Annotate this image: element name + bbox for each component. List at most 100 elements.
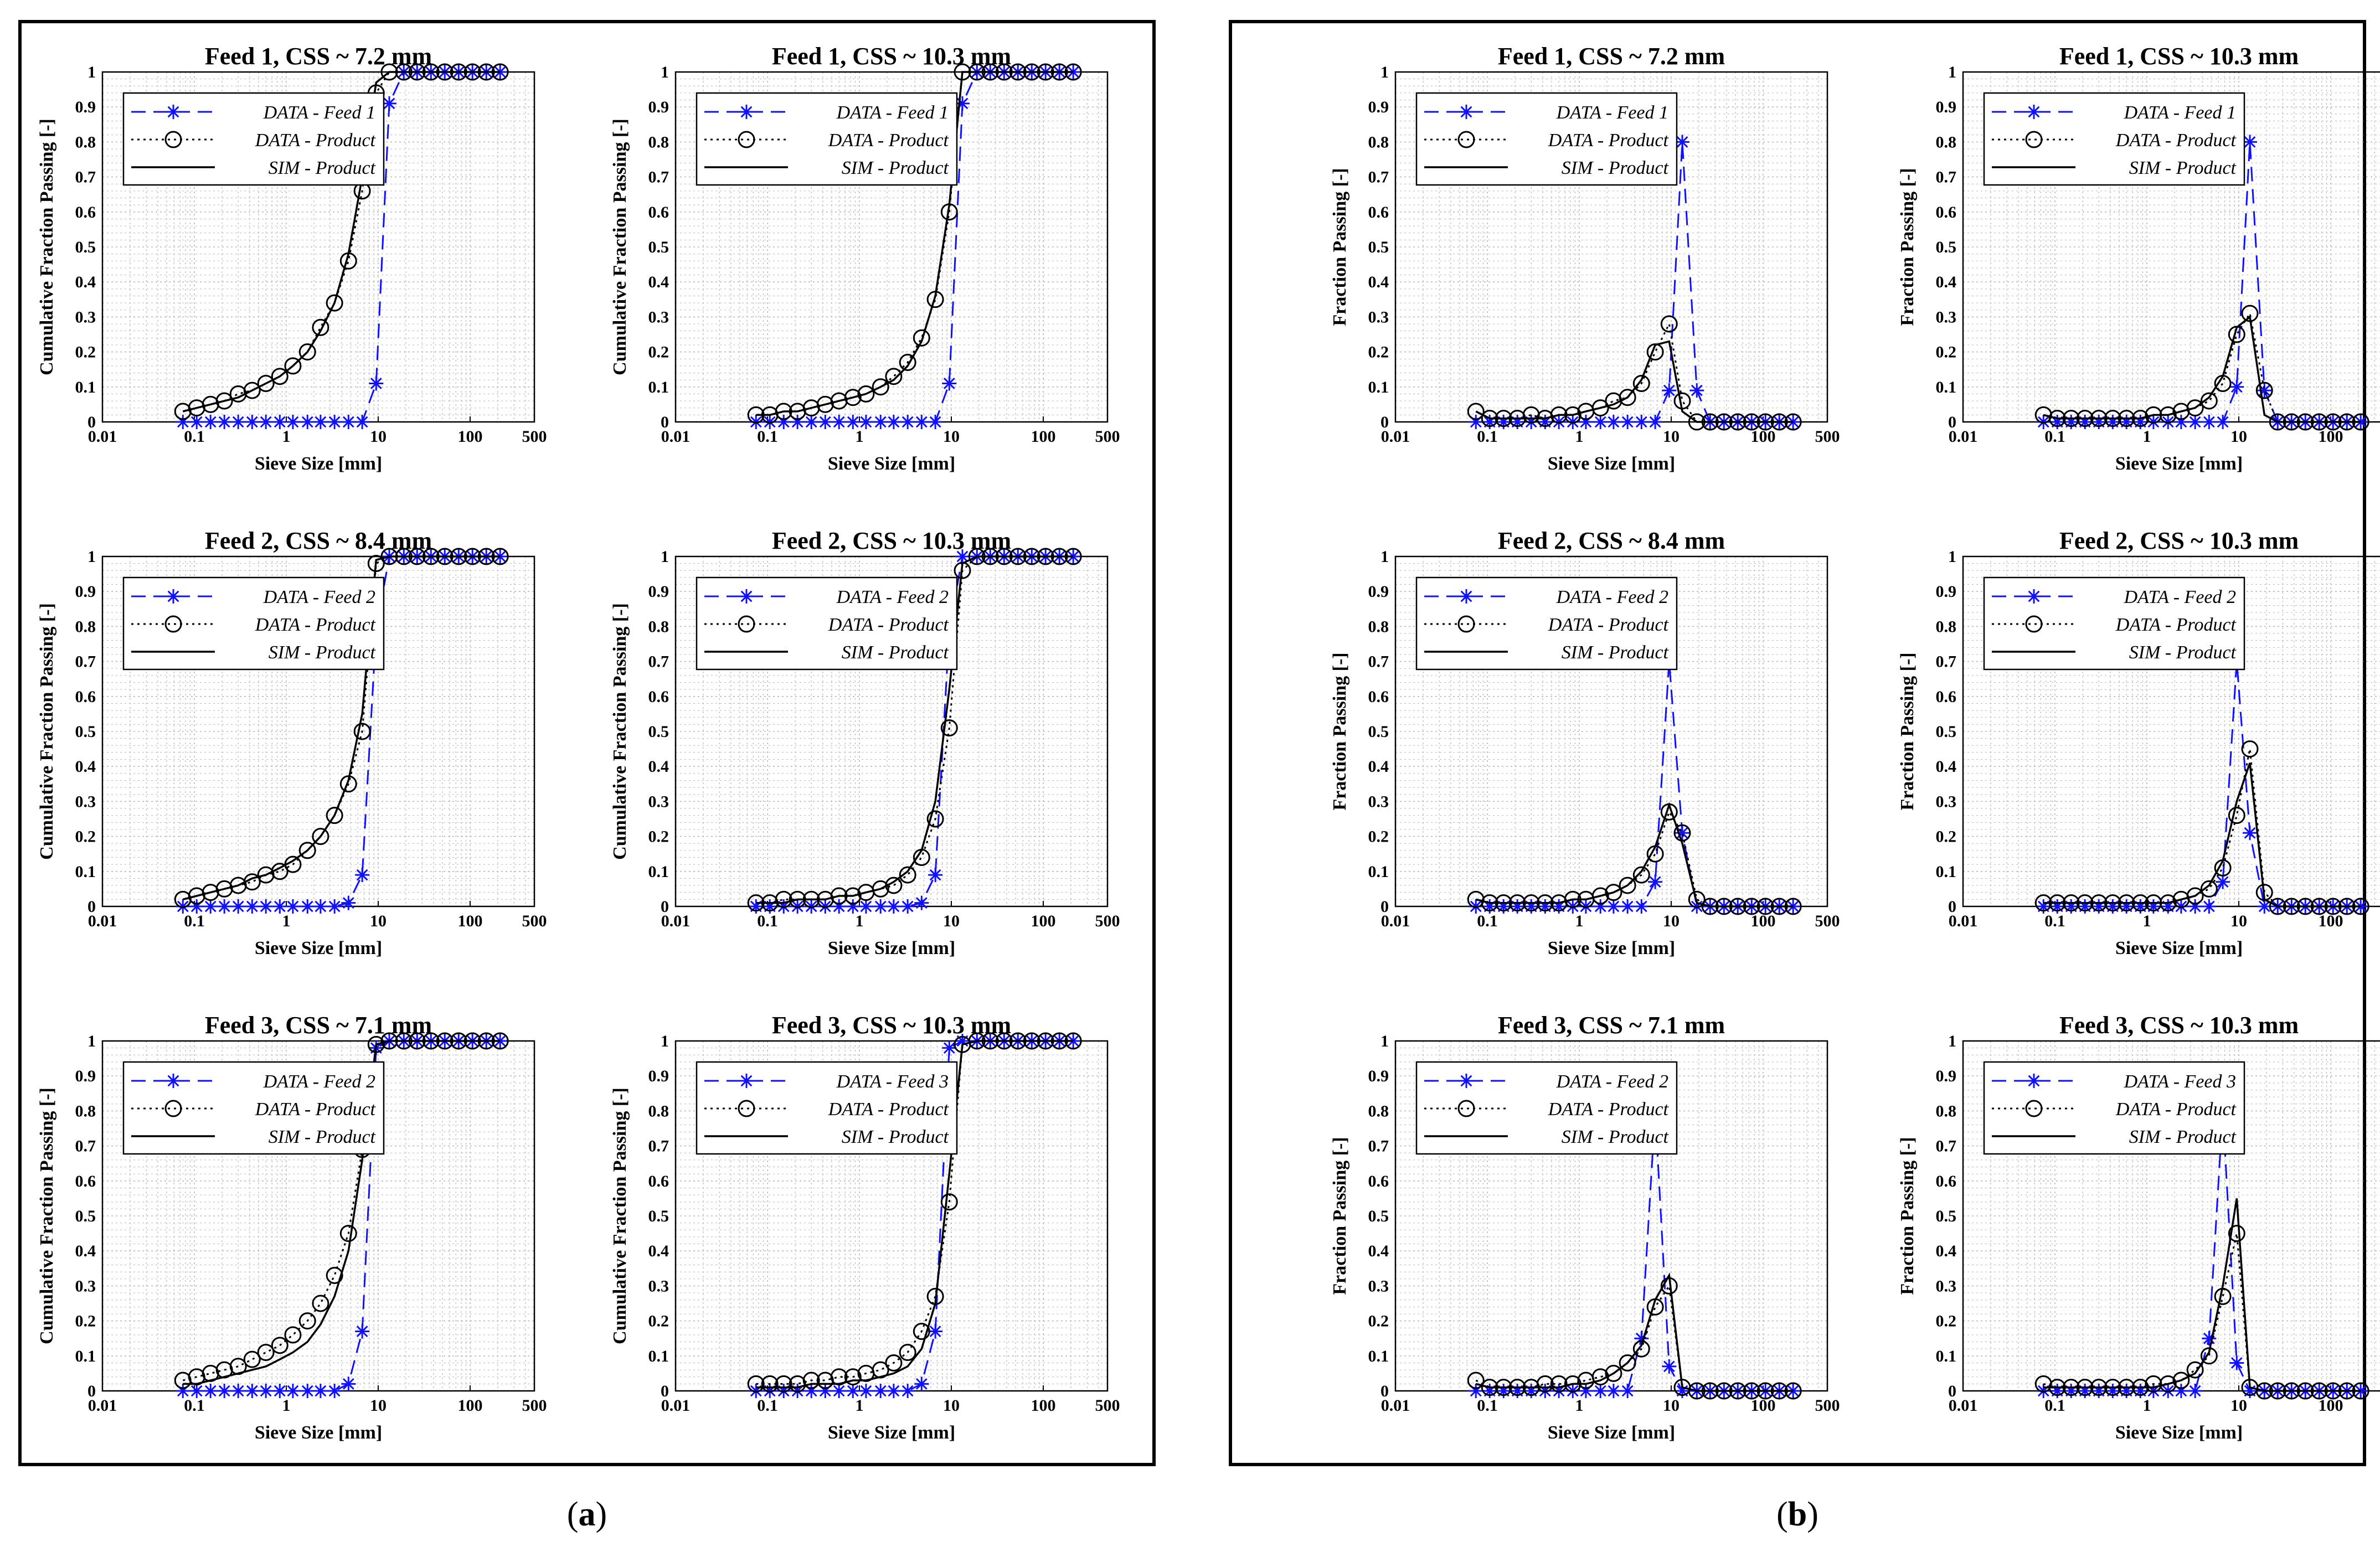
series-2-point (802, 1372, 820, 1389)
y-axis-label: Cumulative Fraction Passing [-] (37, 118, 57, 375)
chart-title: Feed 1, CSS ~ 10.3 mm (772, 43, 1011, 70)
legend-entry: DATA - Product (828, 615, 950, 635)
series-1-point (1620, 899, 1635, 914)
y-tick-label: 0.6 (1936, 1172, 1957, 1190)
x-tick-label: 10 (943, 912, 960, 930)
x-axis-label: Sieve Size [mm] (1548, 453, 1675, 474)
series-2-point (243, 381, 261, 399)
series-3 (182, 555, 501, 901)
series-1-point (300, 899, 315, 914)
x-tick-label: 0.01 (1381, 427, 1410, 446)
series-1-point (2188, 1384, 2203, 1398)
legend: DATA - Feed 1 DATA - Product SIM - Product (122, 92, 385, 186)
series-1-point (955, 549, 970, 564)
series-2-point (1467, 1372, 1485, 1389)
series-3 (2043, 315, 2361, 423)
legend-entry: DATA - Feed 1 (2124, 102, 2236, 123)
series-1-point (1648, 874, 1663, 889)
x-tick-label: 0.01 (1949, 427, 1978, 446)
series-1-point (369, 376, 384, 391)
x-tick-label: 500 (1095, 912, 1120, 930)
y-tick-label: 0.4 (75, 273, 96, 291)
x-tick-label: 500 (522, 1396, 547, 1415)
y-tick-label: 0.7 (1368, 168, 1389, 187)
x-tick-label: 1 (282, 912, 290, 930)
series-2-point (2200, 880, 2218, 898)
series-1-point (203, 899, 218, 914)
x-tick-label: 10 (370, 912, 387, 930)
x-tick-label: 100 (457, 912, 482, 930)
legend-swatch-marker (2027, 105, 2041, 119)
legend-entry: DATA - Feed 2 (263, 1071, 375, 1092)
y-tick-label: 1 (1948, 548, 1956, 566)
chart-title: Feed 3, CSS ~ 10.3 mm (772, 1012, 1011, 1039)
series-3 (182, 71, 501, 413)
y-tick-label: 0.4 (648, 273, 669, 291)
series-1-point (886, 415, 901, 429)
y-tick-label: 0.1 (75, 378, 96, 396)
x-tick-label: 10 (2230, 1396, 2247, 1415)
series-1-point (1634, 415, 1649, 429)
y-tick-label: 1 (1380, 63, 1389, 81)
x-tick-label: 0.1 (2044, 1396, 2065, 1415)
series-2-point (872, 880, 889, 898)
series-1-point (272, 899, 287, 914)
y-tick-label: 0.2 (1936, 343, 1957, 362)
x-tick-label: 0.01 (661, 1396, 691, 1415)
series-2-point (367, 555, 385, 573)
series-1-point (285, 899, 300, 914)
series-2-point (326, 294, 343, 312)
legend-entry: DATA - Product (255, 615, 377, 635)
legend-swatch-marker (739, 105, 754, 119)
legend-box (1415, 92, 1678, 186)
series-1-point (2242, 135, 2257, 149)
y-tick-label: 0.1 (648, 1347, 669, 1365)
legend-entry: SIM - Product (1562, 1127, 1670, 1147)
y-tick-label: 0.6 (648, 203, 669, 221)
series-1-point (2188, 415, 2203, 429)
series-2-point (872, 378, 889, 396)
x-tick-label: 10 (370, 1396, 387, 1415)
y-tick-label: 0.5 (1368, 238, 1389, 256)
x-tick-label: 10 (943, 427, 960, 446)
x-tick-label: 0.01 (88, 912, 117, 930)
series-1-point (300, 415, 315, 429)
y-tick-label: 0.1 (75, 1347, 96, 1365)
legend-swatch-marker (2025, 1100, 2043, 1117)
y-tick-label: 0.2 (1936, 828, 1957, 846)
y-tick-label: 0.4 (648, 1242, 669, 1260)
series-1-point (2216, 415, 2230, 429)
y-axis-label: Fraction Passing [-] (1897, 1137, 1918, 1295)
series-2-point (2241, 740, 2259, 758)
x-tick-label: 100 (1750, 1396, 1775, 1415)
chart-b-2: 0.010.111010050000.10.20.30.40.50.60.70.… (1897, 43, 2380, 474)
x-tick-label: 0.1 (184, 1396, 205, 1415)
legend-swatch-marker (739, 1074, 754, 1088)
series-1-point (914, 895, 929, 910)
series-1-point (355, 415, 370, 429)
y-tick-label: 0.1 (1936, 1347, 1957, 1365)
x-tick-label: 10 (1663, 427, 1680, 446)
x-tick-label: 100 (2318, 912, 2343, 930)
legend: DATA - Feed 3 DATA - Product SIM - Product (1983, 1061, 2245, 1155)
y-tick-label: 0.6 (1936, 203, 1957, 221)
series-1-point (2216, 874, 2230, 889)
series-1-point (231, 1384, 246, 1398)
series-3 (756, 71, 1074, 416)
y-tick-label: 0 (87, 898, 96, 916)
y-axis-label: Fraction Passing [-] (1330, 168, 1350, 326)
y-tick-label: 0.1 (1368, 378, 1389, 396)
y-axis-label: Fraction Passing [-] (1330, 652, 1350, 810)
series-1-point (928, 868, 943, 883)
x-tick-label: 0.01 (1381, 912, 1410, 930)
legend-entry: SIM - Product (269, 1127, 377, 1147)
y-axis-label: Cumulative Fraction Passing [-] (610, 1087, 630, 1344)
x-tick-label: 0.1 (1477, 1396, 1498, 1415)
series-3-line (183, 1040, 501, 1385)
legend-entry: DATA - Product (828, 1099, 950, 1120)
y-tick-label: 0.4 (75, 1242, 96, 1260)
chart-b-1: 0.01 0.1 1 10 100 500 0 0.1 0.2 0.3 0.4 0.5 0.6 0.7 0.… (1330, 43, 1840, 474)
series-1-point (1634, 899, 1649, 914)
x-tick-label: 10 (943, 1396, 960, 1415)
y-tick-label: 0.4 (1936, 273, 1957, 291)
